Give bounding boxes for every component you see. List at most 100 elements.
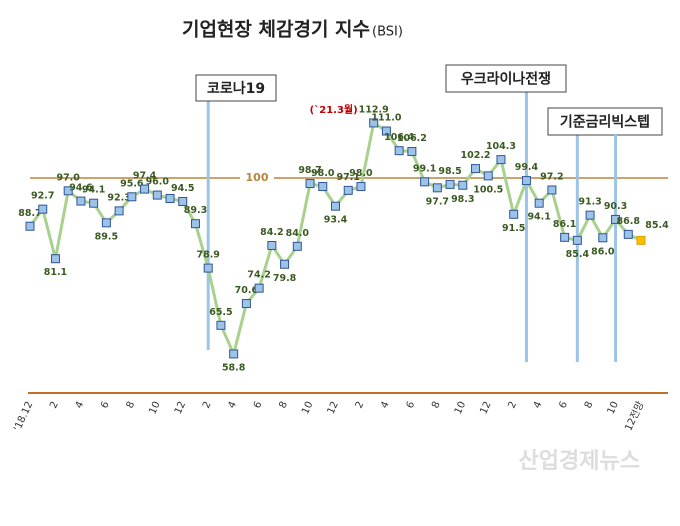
data-label: 91.5	[502, 223, 525, 234]
reference-label-bg	[240, 170, 274, 186]
data-marker	[471, 164, 481, 174]
data-label: 70.6	[235, 285, 259, 296]
data-marker	[280, 259, 290, 269]
data-label: 74.2	[247, 270, 270, 281]
data-marker	[203, 263, 213, 273]
data-label: 94.5	[171, 183, 194, 194]
data-marker	[458, 180, 468, 190]
data-marker	[623, 229, 633, 239]
data-marker	[292, 241, 302, 251]
data-label: 78.9	[196, 250, 219, 261]
data-marker	[241, 299, 251, 309]
x-tick-label: 10	[606, 400, 621, 416]
data-marker	[254, 283, 264, 293]
data-label: 111.0	[371, 113, 401, 124]
x-tick-label: 4	[226, 400, 239, 410]
data-label: 102.2	[460, 150, 490, 161]
data-label: 97.4	[133, 171, 157, 182]
data-label: 96.0	[146, 177, 170, 188]
data-marker	[25, 221, 35, 231]
x-tick-label: 4	[379, 400, 392, 410]
data-label: 98.0	[349, 168, 373, 179]
x-tick-label: 6	[405, 400, 418, 410]
data-label: 97.1	[337, 172, 360, 183]
data-marker	[496, 155, 506, 165]
x-tick-label: 2	[48, 400, 61, 410]
data-label: 98.5	[438, 166, 461, 177]
data-label: 97.2	[540, 171, 563, 182]
peak-note: (`21.3월)	[310, 104, 358, 116]
data-label: 104.3	[486, 141, 516, 152]
data-marker	[50, 254, 60, 264]
data-label: 94.1	[527, 212, 550, 223]
data-marker	[432, 183, 442, 193]
x-tick-label: 12	[173, 400, 188, 416]
data-marker	[356, 182, 366, 192]
data-marker	[521, 176, 531, 186]
x-tick-label: 8	[277, 400, 290, 410]
data-label: 92.3	[107, 192, 130, 203]
x-tick-label: 8	[430, 400, 443, 410]
x-tick-label: 6	[252, 400, 265, 410]
x-tick-label: 8	[583, 400, 596, 410]
reference-label: 100	[246, 171, 269, 184]
x-tick-label: 2	[354, 400, 367, 410]
data-label: 79.8	[273, 273, 297, 284]
data-label: 100.5	[473, 184, 503, 195]
data-marker	[127, 192, 137, 202]
data-marker	[611, 214, 621, 224]
data-label: 98.7	[298, 165, 321, 176]
data-marker	[572, 235, 582, 245]
x-tick-label: 12	[326, 400, 341, 416]
data-label: 106.4	[384, 132, 414, 143]
data-label: 85.4	[566, 249, 590, 260]
x-tick-label: 6	[99, 400, 112, 410]
data-marker	[114, 206, 124, 216]
event-label: 코로나19	[207, 81, 265, 97]
data-label: 97.7	[426, 196, 449, 207]
data-marker	[420, 177, 430, 187]
data-marker	[560, 232, 570, 242]
data-marker	[267, 240, 277, 250]
data-marker	[407, 147, 417, 157]
x-tick-label: 10	[453, 400, 468, 416]
data-label: 95.6	[120, 178, 144, 189]
data-marker	[318, 182, 328, 192]
data-marker	[216, 320, 226, 330]
x-tick-label: 2	[201, 400, 214, 410]
x-tick-label: 10	[300, 400, 315, 416]
data-label: 92.7	[31, 191, 54, 202]
x-tick-label: 4	[74, 400, 87, 410]
data-label: 89.3	[184, 205, 207, 216]
event-label: 기준금리빅스텝	[560, 114, 650, 131]
data-marker	[63, 186, 73, 196]
event-box	[547, 107, 663, 136]
event-box	[445, 64, 567, 93]
x-tick-label: '18.12	[12, 400, 35, 433]
data-label: 65.5	[209, 307, 232, 318]
data-label: 91.3	[578, 197, 601, 208]
data-label: 98.0	[311, 168, 335, 179]
data-marker	[229, 349, 239, 359]
data-marker	[190, 219, 200, 229]
data-marker	[483, 171, 493, 181]
data-label: 86.8	[617, 216, 641, 227]
data-label: 94.1	[82, 185, 105, 196]
x-tick-label: 4	[532, 400, 545, 410]
data-label: 89.5	[95, 231, 118, 242]
data-marker	[178, 196, 188, 206]
x-tick-label: 2	[506, 400, 519, 410]
data-marker	[585, 210, 595, 220]
event-label: 우크라이나전쟁	[461, 71, 551, 88]
data-marker	[38, 204, 48, 214]
x-tick-label: 6	[557, 400, 570, 410]
x-tick-label: 12전망	[622, 399, 646, 432]
data-marker	[598, 233, 608, 243]
event-box	[195, 74, 277, 102]
data-label: 84.2	[260, 227, 283, 238]
data-label: 94.6	[69, 183, 93, 194]
chart-title-suffix: (BSI)	[372, 25, 403, 40]
data-label: 106.2	[397, 133, 427, 144]
data-label: 99.4	[515, 162, 539, 173]
